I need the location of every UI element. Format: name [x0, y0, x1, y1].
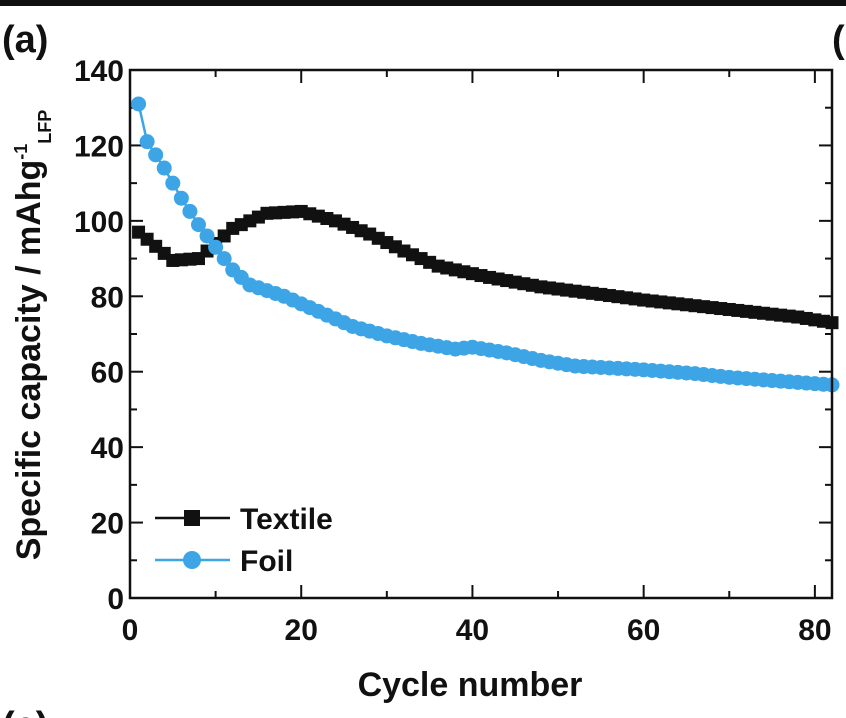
data-point [182, 203, 198, 219]
y-axis-title-superscript: -1 [11, 144, 31, 160]
legend: Textile Foil [155, 503, 333, 578]
x-axis-title: Cycle number [358, 666, 583, 704]
series-textile [132, 204, 839, 330]
panel-label-a: (a) [2, 19, 48, 61]
y-tick-label: 120 [74, 130, 124, 163]
bottom-panel-label: (c) [2, 705, 48, 718]
y-tick-label: 80 [91, 281, 124, 314]
x-tick-labels: 0 20 40 60 80 [122, 614, 832, 647]
x-tick-label: 40 [456, 614, 489, 647]
y-axis-title-group: Specific capacity / mAhg-1LFP [10, 110, 55, 561]
series-foil [131, 96, 840, 393]
x-tick-label: 60 [627, 614, 660, 647]
top-border [0, 0, 846, 6]
data-point [216, 251, 232, 267]
y-tick-labels: 0 20 40 60 80 100 120 140 [74, 55, 124, 616]
y-tick-label: 140 [74, 55, 124, 88]
axis-ticks [129, 69, 832, 599]
y-tick-label: 40 [91, 432, 124, 465]
legend-item-foil: Foil [155, 545, 293, 578]
legend-item-textile: Textile [155, 503, 333, 536]
x-tick-label: 0 [122, 614, 139, 647]
x-tick-label: 80 [798, 614, 831, 647]
data-point [131, 96, 147, 112]
next-panel-label: ( [832, 19, 845, 61]
legend-marker-textile [184, 510, 200, 526]
data-point [190, 217, 206, 233]
legend-marker-foil [183, 551, 201, 569]
legend-label-foil: Foil [240, 545, 293, 578]
x-tick-label: 20 [285, 614, 318, 647]
y-tick-label: 0 [107, 583, 124, 616]
data-point [165, 175, 181, 191]
data-point [173, 190, 189, 206]
data-point [208, 239, 224, 255]
data-point [139, 134, 155, 150]
y-axis-title-subscript: LFP [35, 110, 55, 144]
legend-label-textile: Textile [240, 503, 333, 536]
data-point [156, 160, 172, 176]
plot-series [131, 96, 840, 393]
y-tick-label: 60 [91, 357, 124, 390]
data-point [199, 228, 215, 244]
y-tick-label: 100 [74, 206, 124, 239]
plot-frame [128, 68, 834, 600]
data-point [148, 147, 164, 163]
y-tick-label: 20 [91, 508, 124, 541]
y-axis-title: Specific capacity / mAhg-1LFP [10, 110, 55, 561]
y-axis-title-main: Specific capacity / mAhg [10, 160, 48, 561]
